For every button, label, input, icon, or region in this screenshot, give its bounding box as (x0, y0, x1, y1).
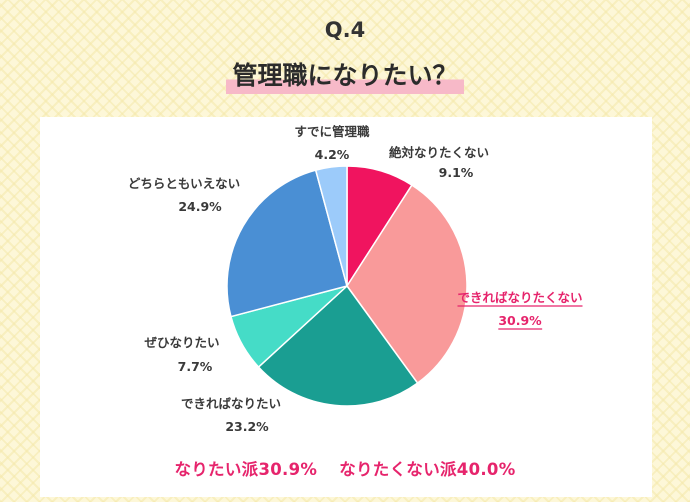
slice-value-label: 9.1% (439, 165, 474, 180)
summary-not-want: なりたくない派40.0% (339, 460, 516, 479)
page-title: 管理職になりたい？ (226, 56, 464, 94)
slice-value-label: 7.7% (178, 359, 213, 374)
slice-value-label: 30.9% (498, 313, 542, 328)
pie-slices (226, 165, 468, 407)
slice-label: どちらともいえない (128, 176, 240, 191)
pie-slice (346, 184, 468, 385)
slice-value-label: 23.2% (225, 419, 269, 434)
slice-label: 絶対なりたくない (389, 145, 489, 160)
title-wrapper: 管理職になりたい？ (0, 56, 690, 94)
question-number: Q.4 (324, 18, 366, 42)
chart-card: 絶対なりたくない 9.1% できればなりたくない 30.9% できればなりたい 23.2%… (40, 117, 652, 497)
pie-labels: 絶対なりたくない 9.1% できればなりたくない 30.9% できればなりたい 23.2%… (128, 124, 583, 434)
slice-label: ぜひなりたい (144, 335, 219, 350)
summary-want: なりたい派30.9% (174, 460, 318, 479)
pie-slice (226, 169, 348, 318)
pie-slice (257, 284, 419, 407)
summary-line: なりたい派30.9% なりたくない派40.0% (0, 456, 690, 480)
slice-label: できればなりたい (181, 396, 281, 411)
slice-value-label: 24.9% (178, 199, 222, 214)
pie-slice (314, 165, 348, 287)
slice-label: できればなりたくない (457, 290, 582, 305)
pie-chart: 絶対なりたくない 9.1% できればなりたくない 30.9% できればなりたい 23.2%… (128, 124, 583, 434)
slice-value-label: 4.2% (315, 147, 350, 162)
slice-label: すでに管理職 (294, 124, 370, 139)
